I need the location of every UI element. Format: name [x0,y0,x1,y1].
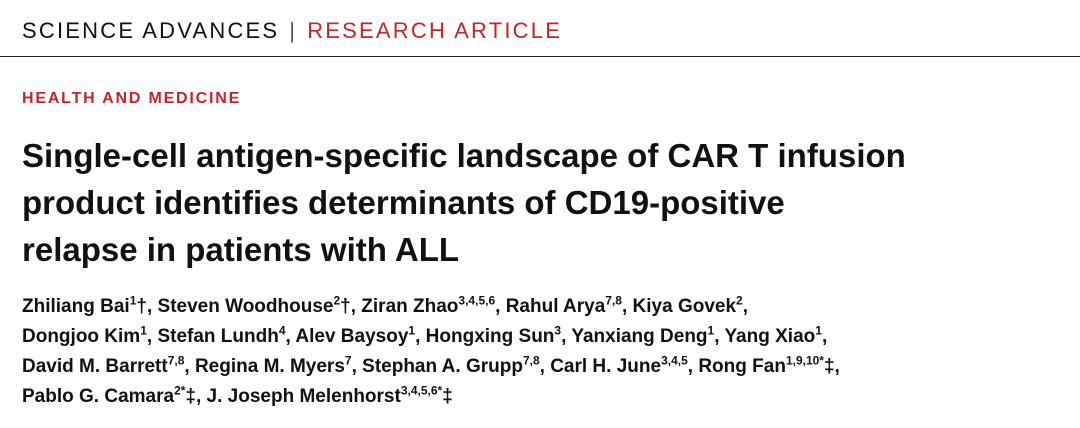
author-name: Steven Woodhouse [157,296,334,317]
author-suffix: †, [340,296,357,317]
author-suffix: , [714,326,720,347]
header-rule [0,56,1080,57]
author-name: Pablo G. Camara [22,386,175,407]
author: J. Joseph Melenhorst3,4,5,6*‡ [206,383,453,407]
author-line: Dongjoo Kim1, Stefan Lundh4, Alev Baysoy… [22,322,840,352]
author-suffix: , [285,326,291,347]
author-suffix: ‡, [823,356,840,377]
author: Yang Xiao1, [724,323,828,347]
author-name: Rahul Arya [505,296,606,317]
author: Alev Baysoy1, [295,323,425,347]
author-suffix: , [415,326,421,347]
author-affiliation: 7,8 [167,353,185,368]
author-suffix: , [687,356,694,377]
author-affiliation: 1 [815,323,822,338]
journal-header: SCIENCE ADVANCES | RESEARCH ARTICLE [22,18,562,44]
author-name: David M. Barrett [22,356,168,377]
author-affiliation: 1 [707,323,715,338]
author-suffix: , [561,326,567,347]
author-line: Pablo G. Camara2*‡, J. Joseph Melenhorst… [22,382,840,412]
author-name: Alev Baysoy [295,326,409,347]
author-name: Rong Fan [698,356,786,377]
author-affiliation: 4 [278,323,286,338]
author-affiliation: 1 [140,323,147,338]
author-affiliation: 2 [333,293,341,308]
author-name: Hongxing Sun [425,326,555,347]
author-suffix: , [184,356,190,377]
article-title: Single-cell antigen-specific landscape o… [22,132,906,273]
author-affiliation: 1,9,10* [785,353,824,368]
author-name: J. Joseph Melenhorst [206,386,401,407]
author: Zhiliang Bai1†, [22,293,158,317]
author-affiliation: 7,8 [522,353,540,368]
author: Kiya Govek2, [632,293,749,317]
author: Dongjoo Kim1, [22,323,157,347]
author: Stephan A. Grupp7,8, [362,353,550,377]
author: Rong Fan1,9,10*‡, [698,353,840,377]
author-line: Zhiliang Bai1†, Steven Woodhouse2†, Zira… [22,292,840,322]
author-affiliation: 3,4,5,6 [458,293,496,308]
header-separator: | [289,18,298,43]
author: Hongxing Sun3, [425,323,572,347]
author-affiliation: 3 [554,323,562,338]
section-label: HEALTH AND MEDICINE [22,90,242,107]
author-affiliation: 2 [736,293,743,308]
author: Carl H. June3,4,5, [550,353,698,377]
author-suffix: ‡ [442,386,453,407]
author: Steven Woodhouse2†, [157,293,362,317]
author-name: Ziran Zhao [361,296,459,317]
author-name: Stephan A. Grupp [362,356,523,377]
author-suffix: †, [136,296,153,317]
journal-name: SCIENCE ADVANCES [22,18,280,43]
author-list: Zhiliang Bai1†, Steven Woodhouse2†, Zira… [22,292,840,412]
title-line: Single-cell antigen-specific landscape o… [22,137,906,174]
author: Regina M. Myers7, [194,353,362,377]
title-line: product identifies determinants of CD19-… [22,184,785,221]
author: Stefan Lundh4, [157,323,295,347]
author-affiliation: 1 [129,293,137,308]
author-suffix: , [539,356,545,377]
author-name: Dongjoo Kim [22,326,141,347]
author-affiliation: 3,4,5 [661,353,688,368]
author-suffix: , [621,296,628,317]
author-affiliation: 3,4,5,6* [400,383,443,398]
author: David M. Barrett7,8, [22,353,195,377]
author-suffix: ‡, [185,386,202,407]
author: Ziran Zhao3,4,5,6, [361,293,505,317]
author-name: Yang Xiao [724,326,816,347]
author-name: Kiya Govek [632,296,737,317]
author-name: Zhiliang Bai [22,296,130,317]
article-type: RESEARCH ARTICLE [307,18,563,43]
author-suffix: , [351,356,357,377]
author-affiliation: 1 [408,323,416,338]
author-name: Regina M. Myers [194,356,345,377]
author-suffix: , [146,326,153,347]
title-line: relapse in patients with ALL [22,231,460,268]
author-suffix: , [742,296,749,317]
author-line: David M. Barrett7,8, Regina M. Myers7, S… [22,352,840,382]
author-suffix: , [495,296,501,317]
author: Rahul Arya7,8, [505,293,633,317]
author-affiliation: 7,8 [605,293,622,308]
author: Yanxiang Deng1, [571,323,724,347]
author-suffix: , [821,326,828,347]
author-affiliation: 2* [174,383,186,398]
author-name: Carl H. June [550,356,662,377]
author: Pablo G. Camara2*‡, [22,383,207,407]
author-name: Yanxiang Deng [571,326,708,347]
author-affiliation: 7 [344,353,352,368]
author-name: Stefan Lundh [157,326,279,347]
